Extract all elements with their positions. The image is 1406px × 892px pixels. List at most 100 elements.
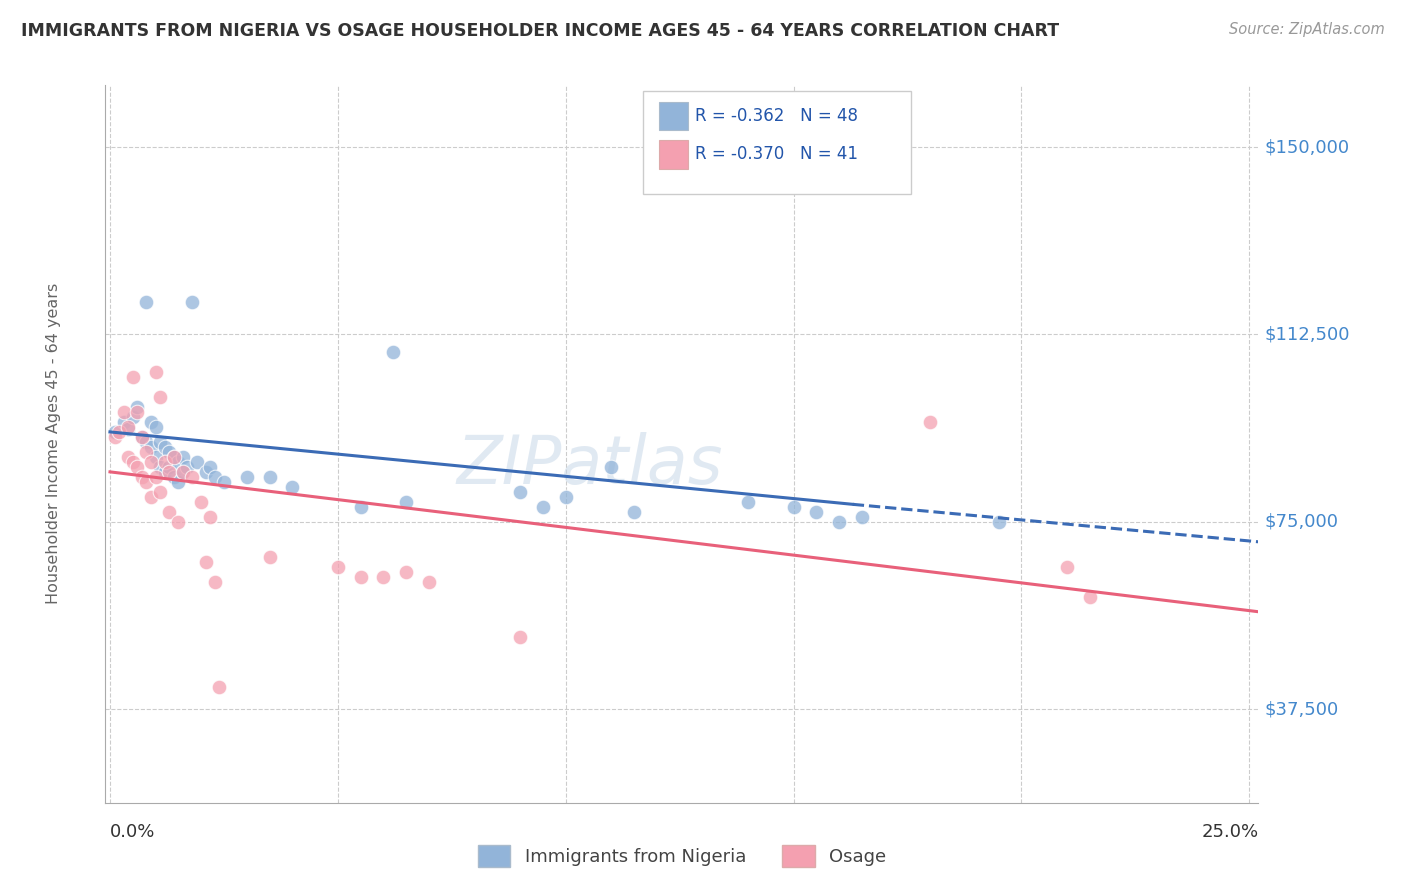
Point [167,455,190,469]
Text: R = -0.370   N = 41: R = -0.370 N = 41 [695,145,858,163]
Text: $37,500: $37,500 [1264,700,1339,718]
Point [509,484,531,499]
Point [259,549,281,564]
Text: $112,500: $112,500 [1264,326,1350,343]
Point [828,515,851,529]
Point [395,495,418,509]
Point [281,480,304,494]
Text: Source: ZipAtlas.com: Source: ZipAtlas.com [1229,22,1385,37]
Point [121,409,143,424]
Text: ZIPatlas: ZIPatlas [457,433,723,499]
Point [117,450,139,464]
Point [131,430,153,444]
Point [163,450,186,464]
Point [172,465,194,479]
Point [139,455,162,469]
Point [259,470,281,484]
Point [181,470,204,484]
Point [157,465,180,479]
Point [600,459,623,474]
Point [920,415,942,429]
Point [131,430,153,444]
Point [782,500,804,514]
Point [350,570,373,584]
Point [987,515,1010,529]
Point [172,450,194,464]
Point [194,555,217,569]
Point [373,570,395,584]
Point [153,455,176,469]
Point [127,459,149,474]
Point [1056,559,1078,574]
Point [418,574,440,589]
Point [623,505,645,519]
Point [381,345,404,359]
Point [190,495,212,509]
Point [131,470,153,484]
Point [103,430,125,444]
Text: $150,000: $150,000 [1264,138,1350,156]
Point [127,400,149,414]
Point [163,450,186,464]
Point [145,420,167,434]
Point [167,515,190,529]
Point [112,405,135,419]
Point [135,434,157,449]
Point [135,475,157,489]
Point [326,559,349,574]
Point [145,450,167,464]
Point [554,490,576,504]
Point [135,295,157,310]
Point [149,390,172,404]
Point [103,425,125,439]
Point [1078,590,1101,604]
Point [149,434,172,449]
Point [163,470,186,484]
Point [186,455,208,469]
Point [200,509,222,524]
Point [139,440,162,454]
Point [149,484,172,499]
Point [167,475,190,489]
Point [117,422,139,436]
Point [153,465,176,479]
Point [204,574,226,589]
Point [121,455,143,469]
Point [509,630,531,644]
Point [208,680,231,694]
Point [145,470,167,484]
Point [157,459,180,474]
Point [108,425,131,439]
Point [212,475,235,489]
Point [121,370,143,384]
Text: 0.0%: 0.0% [110,822,156,841]
Point [200,459,222,474]
Point [135,445,157,459]
Point [851,509,873,524]
Text: Householder Income Ages 45 - 64 years: Householder Income Ages 45 - 64 years [46,283,60,605]
Point [153,440,176,454]
Point [172,465,194,479]
Point [139,490,162,504]
Point [531,500,554,514]
Text: R = -0.362   N = 48: R = -0.362 N = 48 [695,107,858,125]
Point [149,459,172,474]
Point [395,565,418,579]
Point [737,495,759,509]
Point [806,505,828,519]
Point [117,420,139,434]
Point [181,295,204,310]
Text: 25.0%: 25.0% [1201,822,1258,841]
Point [112,415,135,429]
Point [194,465,217,479]
Point [204,470,226,484]
Point [139,415,162,429]
Text: IMMIGRANTS FROM NIGERIA VS OSAGE HOUSEHOLDER INCOME AGES 45 - 64 YEARS CORRELATI: IMMIGRANTS FROM NIGERIA VS OSAGE HOUSEHO… [21,22,1059,40]
Point [145,365,167,379]
Point [157,505,180,519]
Point [235,470,257,484]
Point [157,445,180,459]
Text: $75,000: $75,000 [1264,513,1339,531]
Point [350,500,373,514]
Legend: Immigrants from Nigeria, Osage: Immigrants from Nigeria, Osage [468,837,896,876]
